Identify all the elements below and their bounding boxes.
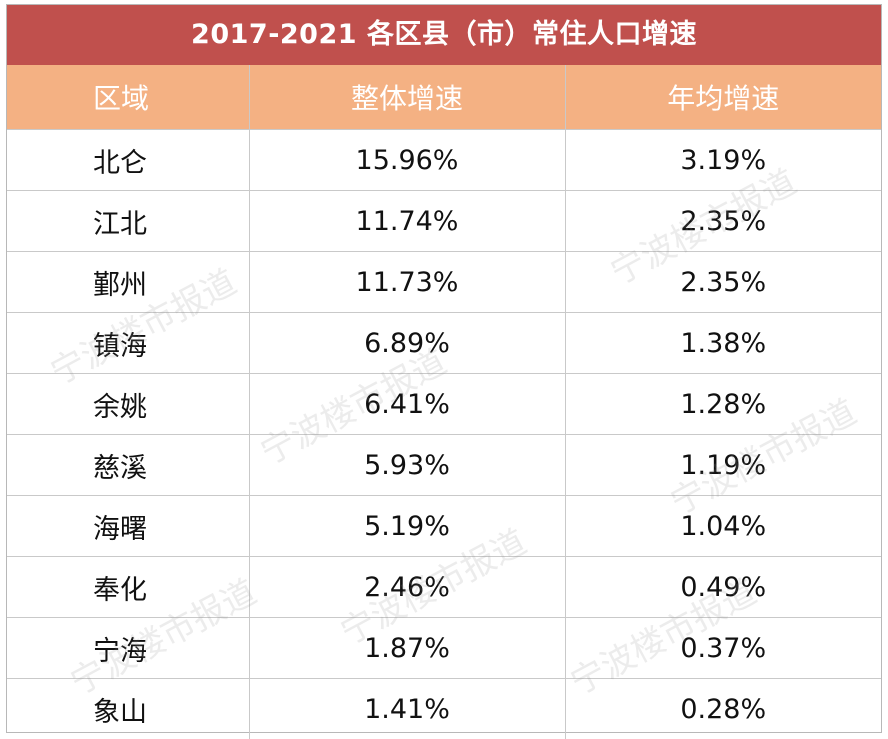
- cell-region: 鄞州: [7, 252, 249, 313]
- header-region: 区域: [7, 65, 249, 130]
- cell-overall-growth: 15.96%: [249, 130, 565, 191]
- cell-overall-growth: 5.93%: [249, 435, 565, 496]
- cell-region: 江北: [7, 191, 249, 252]
- cell-region: 海曙: [7, 496, 249, 557]
- cell-region: 奉化: [7, 557, 249, 618]
- cell-overall-growth: 2.46%: [249, 557, 565, 618]
- cell-region: 象山: [7, 679, 249, 739]
- cell-overall-growth: 11.73%: [249, 252, 565, 313]
- cell-annual-growth: 1.04%: [565, 496, 881, 557]
- cell-overall-growth: 6.41%: [249, 374, 565, 435]
- header-row: 区域 整体增速 年均增速: [7, 65, 881, 130]
- cell-overall-growth: 6.89%: [249, 313, 565, 374]
- cell-annual-growth: 2.35%: [565, 191, 881, 252]
- cell-region: 北仑: [7, 130, 249, 191]
- cell-region: 宁海: [7, 618, 249, 679]
- cell-annual-growth: 3.19%: [565, 130, 881, 191]
- cell-overall-growth: 5.19%: [249, 496, 565, 557]
- cell-region: 慈溪: [7, 435, 249, 496]
- cell-annual-growth: 0.49%: [565, 557, 881, 618]
- cell-overall-growth: 1.87%: [249, 618, 565, 679]
- cell-region: 余姚: [7, 374, 249, 435]
- cell-annual-growth: 1.19%: [565, 435, 881, 496]
- cell-region: 镇海: [7, 313, 249, 374]
- cell-overall-growth: 11.74%: [249, 191, 565, 252]
- cell-annual-growth: 2.35%: [565, 252, 881, 313]
- header-annual-growth: 年均增速: [565, 65, 881, 130]
- cell-annual-growth: 0.37%: [565, 618, 881, 679]
- cell-annual-growth: 1.28%: [565, 374, 881, 435]
- table-title: 2017-2021 各区县（市）常住人口增速: [7, 5, 881, 65]
- cell-annual-growth: 1.38%: [565, 313, 881, 374]
- cell-overall-growth: 1.41%: [249, 679, 565, 739]
- header-overall-growth: 整体增速: [249, 65, 565, 130]
- cell-annual-growth: 0.28%: [565, 679, 881, 739]
